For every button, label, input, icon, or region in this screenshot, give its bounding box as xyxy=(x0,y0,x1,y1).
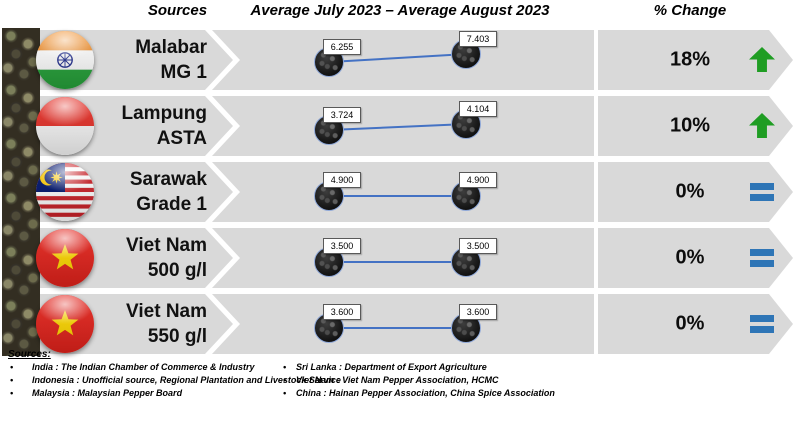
value-label-august: 3.600 xyxy=(459,304,497,320)
source-label: Lampung ASTA xyxy=(55,101,208,151)
value-label-august: 4.900 xyxy=(459,172,497,188)
value-label-august: 4.104 xyxy=(459,101,497,117)
footer-source-item: Malaysia : Malaysian Pepper Board xyxy=(10,387,350,400)
vietnam-flag-icon xyxy=(36,229,94,287)
source-label-line1: Malabar xyxy=(135,37,207,58)
source-label-line2: 550 g/l xyxy=(147,326,207,347)
change-band xyxy=(598,294,793,354)
chart-band xyxy=(212,96,594,156)
data-point-marker xyxy=(451,181,481,211)
trend-line xyxy=(330,195,467,197)
malaysia-flag-icon xyxy=(36,163,94,221)
change-value: 10% xyxy=(669,114,711,137)
price-row-lampung: Lampung ASTA 3.724 4.104 10% xyxy=(0,96,800,156)
source-label-line2: 500 g/l xyxy=(147,260,207,281)
price-row-malabar: Malabar MG 1 6.255 7.403 18% xyxy=(0,30,800,90)
equals-icon xyxy=(750,183,774,201)
source-label: Viet Nam 550 g/l xyxy=(55,299,207,349)
chart-band xyxy=(212,294,594,354)
equals-icon xyxy=(750,315,774,333)
equals-icon xyxy=(750,249,774,267)
change-value: 0% xyxy=(675,312,705,335)
source-label-line1: Viet Nam xyxy=(126,301,207,322)
value-label-august: 7.403 xyxy=(459,31,497,47)
change-value: 0% xyxy=(675,180,705,203)
source-label: Malabar MG 1 xyxy=(55,35,207,85)
sources-column-header: Sources xyxy=(147,2,208,19)
price-row-vietnam-500: Viet Nam 500 g/l 3.500 3.500 0% xyxy=(0,228,800,288)
footer-source-item: China : Hainan Pepper Association, China… xyxy=(283,387,613,400)
value-label-july: 6.255 xyxy=(323,39,361,55)
indonesia-flag-icon xyxy=(36,97,94,155)
trend-line xyxy=(330,327,467,329)
value-label-august: 3.500 xyxy=(459,238,497,254)
change-band xyxy=(598,162,793,222)
source-label: Sarawak Grade 1 xyxy=(55,167,207,217)
change-value: 0% xyxy=(675,246,705,269)
value-label-july: 3.600 xyxy=(323,304,361,320)
trend-line xyxy=(330,261,467,263)
value-label-july: 3.500 xyxy=(323,238,361,254)
vietnam-flag-icon xyxy=(36,295,94,353)
source-label-line2: ASTA xyxy=(156,128,207,149)
footer-source-item: India : The Indian Chamber of Commerce &… xyxy=(10,361,350,374)
india-flag-icon xyxy=(36,31,94,89)
footer-sources-list-left: India : The Indian Chamber of Commerce &… xyxy=(10,361,350,400)
value-label-july: 3.724 xyxy=(323,107,361,123)
footer-sources-title: Sources: xyxy=(8,349,51,360)
footer-source-item: Sri Lanka : Department of Export Agricul… xyxy=(283,361,613,374)
footer-source-item: Viet Nam : Viet Nam Pepper Association, … xyxy=(283,374,613,387)
change-value: 18% xyxy=(669,48,711,71)
source-label-line2: Grade 1 xyxy=(136,194,207,215)
value-label-july: 4.900 xyxy=(323,172,361,188)
source-label-line2: MG 1 xyxy=(160,62,207,83)
price-row-sarawak: Sarawak Grade 1 4.900 4.900 0% xyxy=(0,162,800,222)
peppercorn-photo-strip xyxy=(2,28,40,356)
source-label-line1: Lampung xyxy=(121,103,208,124)
source-label-line1: Sarawak xyxy=(129,169,207,190)
footer-sources-list-right: Sri Lanka : Department of Export Agricul… xyxy=(283,361,613,400)
source-label: Viet Nam 500 g/l xyxy=(55,233,207,283)
change-band xyxy=(598,228,793,288)
price-row-vietnam-550: Viet Nam 550 g/l 3.600 3.600 0% xyxy=(0,294,800,354)
period-column-header: Average July 2023 – Average August 2023 xyxy=(250,2,550,19)
chart-band xyxy=(212,162,594,222)
chart-band xyxy=(212,30,594,90)
footer-source-item: Indonesia : Unofficial source, Regional … xyxy=(10,374,350,387)
source-label-line1: Viet Nam xyxy=(126,235,207,256)
chart-band xyxy=(212,228,594,288)
change-column-header: % Change xyxy=(653,2,727,19)
